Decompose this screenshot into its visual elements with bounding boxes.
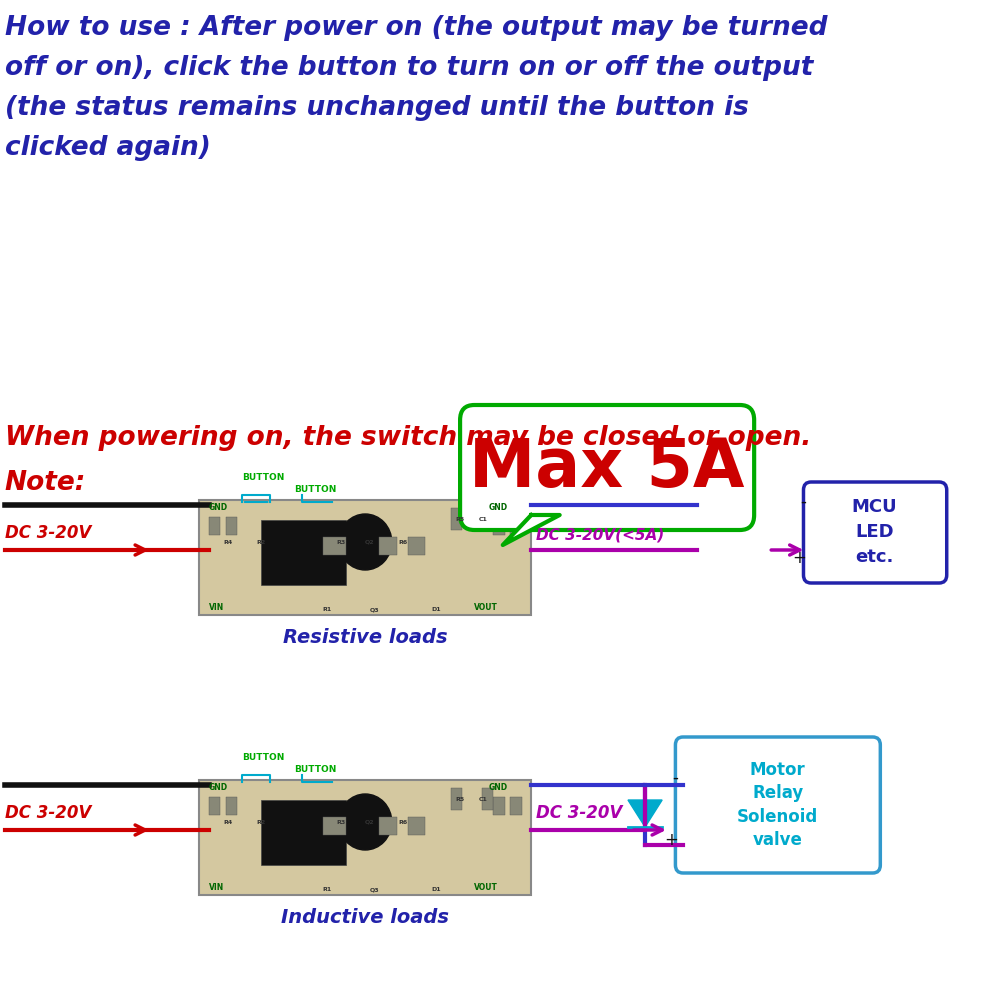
FancyBboxPatch shape (199, 500, 531, 615)
Text: R3: R3 (337, 540, 346, 545)
Text: MCU
LED
etc.: MCU LED etc. (852, 498, 897, 566)
FancyBboxPatch shape (510, 797, 522, 815)
FancyBboxPatch shape (261, 800, 346, 865)
Text: GND: GND (489, 783, 508, 792)
Text: DC 3-20V: DC 3-20V (5, 804, 91, 822)
Text: R6: R6 (398, 540, 408, 545)
Circle shape (339, 514, 392, 570)
Text: R5: R5 (455, 517, 465, 522)
FancyBboxPatch shape (451, 788, 462, 810)
Text: Q3: Q3 (370, 607, 380, 612)
FancyBboxPatch shape (379, 537, 397, 555)
FancyBboxPatch shape (493, 517, 505, 535)
FancyBboxPatch shape (408, 817, 425, 835)
FancyBboxPatch shape (323, 537, 346, 555)
Text: VOUT: VOUT (474, 603, 498, 612)
Text: Inductive loads: Inductive loads (281, 908, 449, 927)
FancyBboxPatch shape (209, 517, 220, 535)
Text: +: + (792, 549, 806, 567)
FancyBboxPatch shape (226, 797, 237, 815)
FancyBboxPatch shape (379, 817, 397, 835)
Text: -: - (672, 769, 678, 787)
Text: DC 3-20V: DC 3-20V (5, 524, 91, 542)
FancyBboxPatch shape (261, 520, 346, 585)
Text: BUTTON: BUTTON (242, 473, 284, 482)
Text: VIN: VIN (209, 883, 224, 892)
Text: D1: D1 (432, 887, 441, 892)
Text: C1: C1 (479, 517, 488, 522)
Text: D1: D1 (432, 607, 441, 612)
Text: DC 3-20V: DC 3-20V (536, 804, 622, 822)
Text: C1: C1 (479, 797, 488, 802)
Text: Resistive loads: Resistive loads (283, 628, 448, 647)
Text: R2: R2 (256, 540, 265, 545)
Text: R4: R4 (223, 540, 232, 545)
Text: Max 5A: Max 5A (469, 435, 745, 501)
Text: R3: R3 (337, 820, 346, 825)
FancyBboxPatch shape (460, 405, 754, 530)
Text: How to use : After power on (the output may be turned
off or on), click the butt: How to use : After power on (the output … (5, 15, 827, 161)
FancyBboxPatch shape (675, 737, 880, 873)
Text: GND: GND (209, 783, 228, 792)
FancyBboxPatch shape (803, 482, 947, 583)
Text: BUTTON: BUTTON (242, 753, 284, 762)
Text: When powering on, the switch may be closed or open.: When powering on, the switch may be clos… (5, 425, 811, 451)
FancyBboxPatch shape (226, 517, 237, 535)
Text: R1: R1 (323, 887, 332, 892)
Text: VOUT: VOUT (474, 883, 498, 892)
FancyBboxPatch shape (482, 788, 493, 810)
Text: Q3: Q3 (370, 887, 380, 892)
FancyBboxPatch shape (451, 508, 462, 530)
Text: Q2: Q2 (365, 820, 375, 825)
Text: R6: R6 (398, 820, 408, 825)
Text: R5: R5 (455, 797, 465, 802)
Text: -: - (800, 493, 806, 511)
FancyBboxPatch shape (209, 797, 220, 815)
Text: +: + (664, 831, 678, 849)
Text: BUTTON: BUTTON (294, 485, 336, 494)
Circle shape (339, 794, 392, 850)
Text: Motor
Relay
Solenoid
valve: Motor Relay Solenoid valve (737, 761, 818, 849)
Text: Q2: Q2 (365, 540, 375, 545)
Text: R1: R1 (323, 607, 332, 612)
Text: Note:: Note: (5, 470, 86, 496)
Text: VIN: VIN (209, 603, 224, 612)
FancyBboxPatch shape (510, 517, 522, 535)
FancyBboxPatch shape (199, 780, 531, 895)
Text: GND: GND (209, 503, 228, 512)
FancyBboxPatch shape (323, 817, 346, 835)
Text: DC 3-20V(<5A): DC 3-20V(<5A) (536, 527, 664, 542)
Text: GND: GND (489, 503, 508, 512)
FancyBboxPatch shape (493, 797, 505, 815)
Polygon shape (628, 800, 662, 827)
FancyBboxPatch shape (482, 508, 493, 530)
FancyBboxPatch shape (408, 537, 425, 555)
Text: BUTTON: BUTTON (294, 765, 336, 774)
Text: R4: R4 (223, 820, 232, 825)
Text: R2: R2 (256, 820, 265, 825)
Polygon shape (503, 515, 560, 545)
